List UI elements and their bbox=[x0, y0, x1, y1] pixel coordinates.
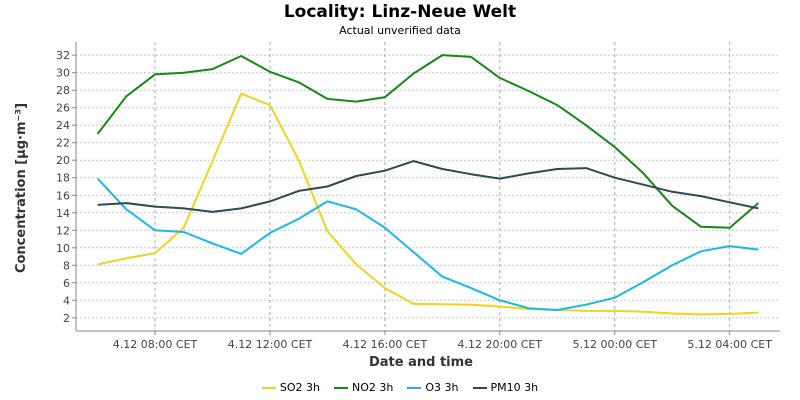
legend-swatch bbox=[334, 386, 349, 389]
x-tick-label: 5.12 04:00 CET bbox=[687, 338, 772, 351]
y-tick-label: 20 bbox=[56, 154, 70, 167]
legend-item-pm10-3h: PM10 3h bbox=[472, 381, 539, 394]
y-tick-label: 22 bbox=[56, 137, 70, 150]
y-tick-label: 16 bbox=[56, 189, 70, 202]
chart-title: Locality: Linz-Neue Welt bbox=[283, 2, 517, 22]
legend-label: NO2 3h bbox=[352, 381, 394, 394]
y-tick-label: 32 bbox=[56, 49, 70, 62]
y-tick-label: 8 bbox=[63, 259, 70, 272]
x-tick-label: 5.12 00:00 CET bbox=[573, 338, 658, 351]
x-tick-label: 4.12 20:00 CET bbox=[458, 338, 543, 351]
x-axis-label: Date and time bbox=[369, 355, 473, 370]
legend-swatch bbox=[472, 386, 487, 389]
chart-subtitle: Actual unverified data bbox=[339, 24, 461, 37]
y-tick-label: 2 bbox=[63, 312, 70, 325]
series-line-o3-3h bbox=[96, 177, 759, 311]
y-tick-label: 26 bbox=[56, 102, 70, 115]
y-tick-label: 24 bbox=[56, 119, 70, 132]
legend-swatch bbox=[261, 386, 276, 389]
series-line-so2-3h bbox=[97, 92, 759, 316]
legend-item-so2-3h: SO2 3h bbox=[261, 381, 321, 394]
legend-item-o3-3h: O3 3h bbox=[407, 381, 459, 394]
x-tick-label: 4.12 08:00 CET bbox=[113, 338, 198, 351]
series-line-no2-3h bbox=[96, 54, 760, 229]
y-tick-label: 28 bbox=[56, 84, 70, 97]
series bbox=[96, 54, 760, 316]
series-line-pm10-3h bbox=[97, 160, 759, 213]
legend-swatch bbox=[407, 386, 422, 389]
y-tick-label: 4 bbox=[63, 294, 70, 307]
x-tick-label: 4.12 12:00 CET bbox=[228, 338, 313, 351]
y-tick-label: 14 bbox=[56, 207, 70, 220]
legend-item-no2-3h: NO2 3h bbox=[334, 381, 393, 394]
legend-label: SO2 3h bbox=[279, 381, 321, 394]
y-tick-label: 30 bbox=[56, 67, 70, 80]
y-tick-label: 10 bbox=[56, 242, 70, 255]
x-tick-label: 4.12 16:00 CET bbox=[343, 338, 428, 351]
legend: SO2 3h NO2 3h O3 3h PM10 3h bbox=[0, 381, 800, 394]
y-tick-label: 12 bbox=[56, 224, 70, 237]
grid bbox=[76, 42, 780, 331]
plot-background bbox=[76, 42, 780, 331]
legend-label: O3 3h bbox=[425, 381, 459, 394]
y-tick-label: 18 bbox=[56, 172, 70, 185]
legend-label: PM10 3h bbox=[490, 381, 539, 394]
y-axis-label: Concentration [µg·m⁻³] bbox=[14, 103, 29, 273]
y-tick-label: 6 bbox=[63, 277, 70, 290]
